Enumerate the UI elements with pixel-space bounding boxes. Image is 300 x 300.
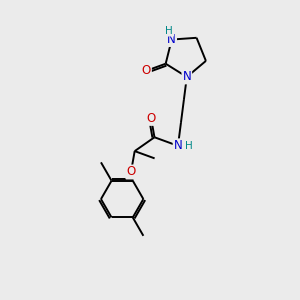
Text: O: O xyxy=(126,166,136,178)
Text: N: N xyxy=(174,139,182,152)
Text: N: N xyxy=(182,70,191,83)
Text: O: O xyxy=(146,112,156,125)
Text: H: H xyxy=(185,141,193,152)
Text: H: H xyxy=(166,26,173,36)
Text: O: O xyxy=(142,64,151,77)
Text: N: N xyxy=(167,33,176,46)
